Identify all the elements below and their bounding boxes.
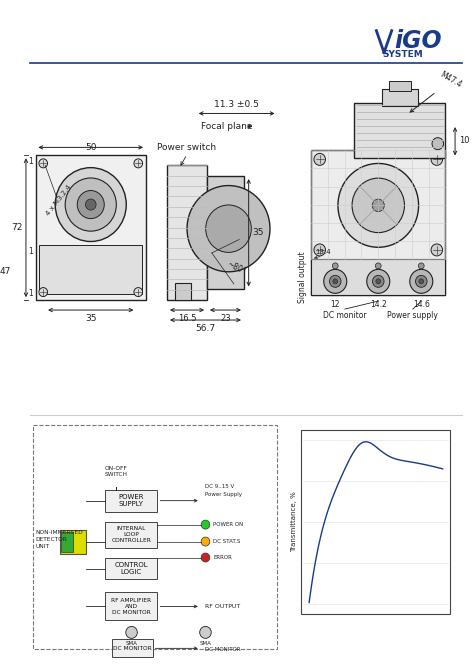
Circle shape <box>134 287 143 297</box>
Circle shape <box>324 269 347 293</box>
Text: 1: 1 <box>28 247 33 256</box>
Text: DC 9..15 V: DC 9..15 V <box>205 484 235 489</box>
Text: Focal plane: Focal plane <box>201 122 252 131</box>
Circle shape <box>201 520 210 529</box>
Circle shape <box>432 137 444 149</box>
Circle shape <box>39 159 47 168</box>
Bar <box>33 425 277 649</box>
Text: 1: 1 <box>28 157 33 166</box>
Circle shape <box>200 626 211 639</box>
Bar <box>39 245 142 294</box>
Circle shape <box>431 244 443 256</box>
Circle shape <box>39 287 47 297</box>
Circle shape <box>134 159 143 168</box>
Text: 47: 47 <box>0 267 10 275</box>
Text: DC MONITOR: DC MONITOR <box>113 646 152 651</box>
Text: SMA: SMA <box>126 641 137 647</box>
Text: 13.4: 13.4 <box>315 249 330 255</box>
Text: POWER
SUPPLY: POWER SUPPLY <box>118 494 144 507</box>
Text: ~80°: ~80° <box>225 259 247 276</box>
Bar <box>36 155 146 300</box>
Circle shape <box>332 263 338 269</box>
Text: ERROR: ERROR <box>213 555 232 560</box>
Bar <box>167 165 207 300</box>
Circle shape <box>201 553 210 562</box>
Circle shape <box>352 178 404 232</box>
Circle shape <box>410 269 433 293</box>
Circle shape <box>338 163 419 247</box>
Circle shape <box>372 199 384 212</box>
Circle shape <box>187 186 270 272</box>
Text: SYSTEM: SYSTEM <box>382 50 423 59</box>
Bar <box>105 522 157 547</box>
Circle shape <box>206 205 251 253</box>
Text: SMA: SMA <box>200 641 211 647</box>
Text: DC monitor: DC monitor <box>323 311 367 320</box>
Circle shape <box>419 279 424 284</box>
Circle shape <box>314 244 326 256</box>
Text: 56.7: 56.7 <box>195 324 216 333</box>
Circle shape <box>329 275 341 287</box>
Bar <box>62 531 73 551</box>
Text: 16.5: 16.5 <box>178 314 196 323</box>
Text: 12: 12 <box>330 300 340 309</box>
Circle shape <box>416 275 427 287</box>
Text: Power supply: Power supply <box>387 311 438 320</box>
Circle shape <box>419 263 424 269</box>
Bar <box>207 176 244 289</box>
Text: 1: 1 <box>28 289 33 298</box>
Text: Power switch: Power switch <box>157 143 217 152</box>
Circle shape <box>376 279 381 284</box>
Circle shape <box>126 626 137 639</box>
Circle shape <box>314 153 326 165</box>
Circle shape <box>55 168 126 241</box>
Text: 35: 35 <box>253 228 264 237</box>
Bar <box>105 592 157 620</box>
Circle shape <box>373 275 384 287</box>
Text: 11.3 ±0.5: 11.3 ±0.5 <box>214 100 259 109</box>
Circle shape <box>77 190 104 218</box>
Text: 72: 72 <box>11 223 22 232</box>
Text: Transmittance, %: Transmittance, % <box>291 492 297 553</box>
Bar <box>311 150 446 295</box>
Text: 23: 23 <box>220 314 231 323</box>
Text: 50: 50 <box>85 143 97 152</box>
Bar <box>105 557 157 580</box>
Text: 14.6: 14.6 <box>413 300 430 309</box>
Bar <box>105 490 157 512</box>
Text: Power Supply: Power Supply <box>205 492 243 497</box>
Bar <box>301 429 450 614</box>
Text: RF OUTPUT: RF OUTPUT <box>205 604 241 609</box>
Circle shape <box>201 537 210 546</box>
Bar <box>354 103 446 158</box>
Text: 14.2: 14.2 <box>370 300 387 309</box>
Circle shape <box>431 153 443 165</box>
Text: M47.4: M47.4 <box>438 70 463 90</box>
Text: ON-OFF
SWITCH: ON-OFF SWITCH <box>105 466 128 477</box>
Bar <box>311 259 446 295</box>
Text: 35: 35 <box>85 314 97 323</box>
Text: CONTROL
LOGIC: CONTROL LOGIC <box>114 562 148 575</box>
Bar <box>112 639 153 657</box>
Text: POWER ON: POWER ON <box>213 522 243 527</box>
Circle shape <box>367 269 390 293</box>
Bar <box>382 88 418 107</box>
Bar <box>60 529 86 553</box>
Circle shape <box>65 178 116 231</box>
Circle shape <box>85 199 96 210</box>
Text: iGO: iGO <box>394 29 442 53</box>
Text: DC STAT.S: DC STAT.S <box>213 539 240 544</box>
Text: RF AMPLIFIER
AND
DC MONITOR: RF AMPLIFIER AND DC MONITOR <box>111 598 151 615</box>
Bar <box>389 80 411 90</box>
Circle shape <box>375 263 381 269</box>
Text: INTERNAL
LOOP
CONTROLLER: INTERNAL LOOP CONTROLLER <box>111 527 151 543</box>
Circle shape <box>333 279 337 284</box>
Text: Signal output: Signal output <box>298 251 307 303</box>
Text: DC MONITOR: DC MONITOR <box>205 647 241 652</box>
Text: 4 x M3.2.4: 4 x M3.2.4 <box>45 184 72 216</box>
Text: 10: 10 <box>459 136 469 145</box>
Text: NON-IMMERSED
DETECTOR
UNIT: NON-IMMERSED DETECTOR UNIT <box>36 531 83 549</box>
Bar <box>175 283 191 300</box>
